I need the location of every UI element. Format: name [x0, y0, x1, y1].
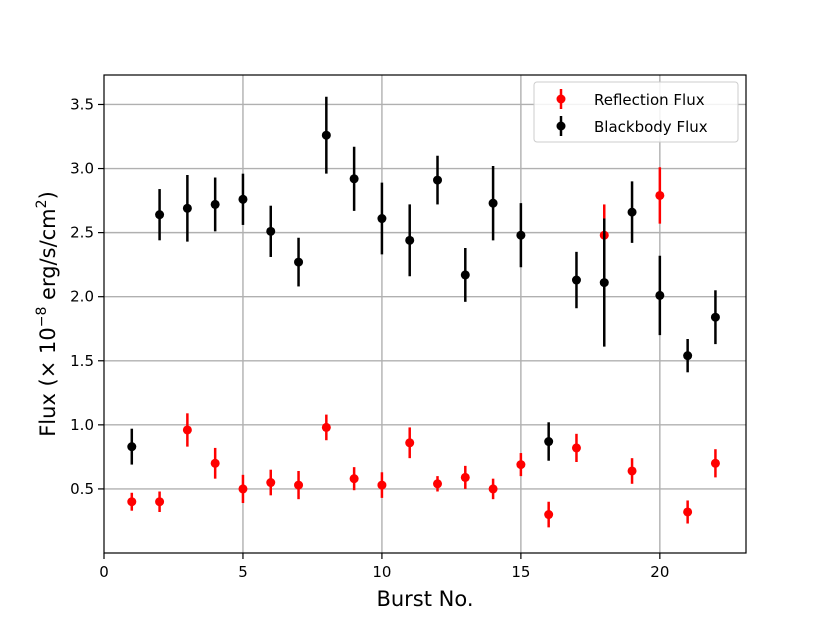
data-point [571, 275, 581, 285]
data-point [127, 497, 137, 507]
data-point [405, 235, 415, 245]
data-point [488, 198, 498, 208]
data-point [405, 438, 415, 448]
data-point [460, 472, 470, 482]
data-point [377, 480, 387, 490]
data-point [516, 460, 526, 470]
y-tick-label: 3.5 [70, 95, 94, 113]
y-tick-label: 2.5 [70, 224, 94, 242]
data-point [655, 290, 665, 300]
data-point [266, 226, 276, 236]
data-point [238, 194, 248, 204]
data-point [349, 174, 359, 184]
axis-ticks [98, 103, 661, 559]
data-point [349, 474, 359, 484]
data-point [544, 437, 554, 447]
series-layer [127, 96, 720, 528]
data-point [377, 214, 387, 224]
data-point [321, 422, 331, 432]
y-axis-title-mid: erg/s/cm [36, 208, 60, 306]
data-point [266, 478, 276, 488]
y-axis-title-suffix: ) [36, 191, 60, 199]
legend-box [533, 81, 739, 143]
data-point [182, 425, 192, 435]
data-point [627, 207, 637, 217]
data-point [683, 507, 693, 517]
data-point [571, 443, 581, 453]
y-axis-title: Flux (× 10−8 erg/s/cm2) [34, 191, 60, 437]
data-point [127, 442, 137, 452]
y-axis-title-exp2: 2 [34, 199, 50, 208]
data-point [544, 510, 554, 520]
series-reflection [127, 167, 720, 528]
plot-frame [103, 74, 747, 554]
legend-blackbody-marker [556, 121, 566, 131]
data-point [655, 190, 665, 200]
x-tick-label: 0 [99, 563, 109, 581]
data-point [516, 230, 526, 240]
data-point [710, 312, 720, 322]
legend: Reflection Flux Blackbody Flux [533, 81, 739, 143]
legend-blackbody-label: Blackbody Flux [594, 118, 708, 136]
x-tick-label: 10 [372, 563, 391, 581]
data-point [238, 484, 248, 494]
grid-lines [104, 75, 746, 553]
data-point [210, 458, 220, 468]
y-tick-label: 0.5 [70, 480, 94, 498]
data-point [599, 278, 609, 288]
data-point [294, 480, 304, 490]
data-point [433, 479, 443, 489]
data-point [321, 130, 331, 140]
legend-item-blackbody: Blackbody Flux [556, 116, 708, 136]
data-point [710, 458, 720, 468]
legend-reflection-label: Reflection Flux [594, 91, 705, 109]
data-point [433, 175, 443, 185]
data-point [182, 203, 192, 213]
data-point [460, 270, 470, 280]
data-point [210, 199, 220, 209]
y-tick-label: 2.0 [70, 288, 94, 306]
x-axis-title: Burst No. [376, 587, 473, 611]
y-axis-title-exp: −8 [34, 307, 50, 328]
y-tick-label: 1.5 [70, 352, 94, 370]
data-point [683, 351, 693, 361]
legend-item-reflection: Reflection Flux [556, 89, 705, 109]
data-point [155, 497, 165, 507]
data-point [294, 257, 304, 267]
data-point [155, 210, 165, 220]
data-point [488, 484, 498, 494]
x-tick-label: 5 [238, 563, 248, 581]
data-point [627, 466, 637, 476]
x-tick-label: 15 [511, 563, 530, 581]
x-tick-label: 20 [650, 563, 669, 581]
legend-reflection-marker [556, 94, 566, 104]
series-blackbody [127, 96, 720, 465]
y-axis-title-prefix: Flux (× 10 [36, 327, 60, 437]
tick-labels: 0 5 10 15 20 0.5 1.0 1.5 2.0 2.5 3.0 3.5 [70, 95, 669, 581]
y-tick-label: 1.0 [70, 416, 94, 434]
y-tick-label: 3.0 [70, 160, 94, 178]
